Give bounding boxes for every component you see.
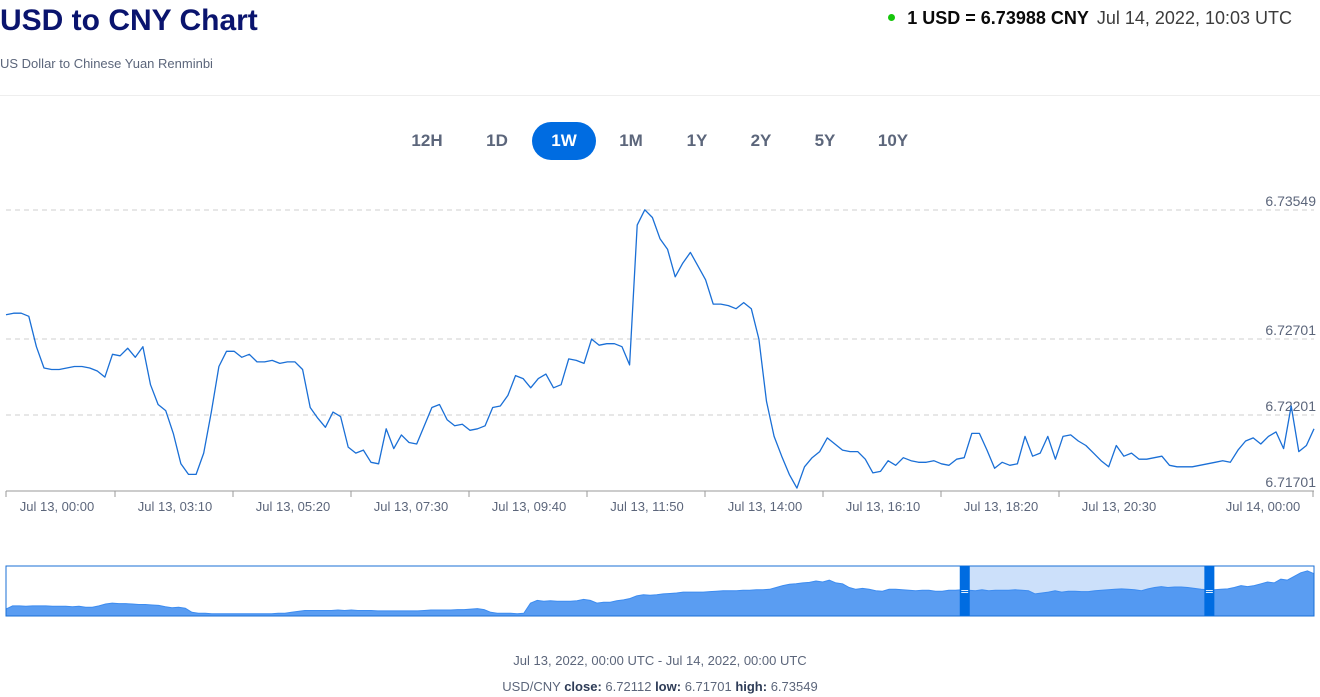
tab-2y[interactable]: 2Y: [750, 131, 772, 150]
x-tick-label: Jul 13, 16:10: [846, 499, 920, 514]
navigator-selection: [964, 566, 1210, 616]
close-value: 6.72112: [605, 679, 652, 694]
navigator-left-handle[interactable]: [959, 566, 970, 616]
navigator-right-handle[interactable]: [1204, 566, 1215, 616]
live-rate: 1 USD = 6.73988 CNY Jul 14, 2022, 10:03 U…: [888, 8, 1292, 29]
close-label: close:: [564, 679, 602, 694]
rate-series-line: [5, 209, 1315, 489]
live-status-dot: [888, 13, 896, 21]
tab-10y[interactable]: 10Y: [877, 131, 909, 150]
x-tick-label: Jul 13, 14:00: [728, 499, 802, 514]
rate-timestamp: Jul 14, 2022, 10:03 UTC: [1096, 8, 1292, 28]
page-subtitle: US Dollar to Chinese Yuan Renminbi: [0, 56, 213, 71]
tab-1w[interactable]: 1W: [532, 122, 596, 160]
x-tick-label: Jul 13, 07:30: [374, 499, 448, 514]
pair-label: USD/CNY: [502, 679, 561, 694]
navigator-frame: [5, 565, 1315, 617]
summary-stats: USD/CNY close: 6.72112 low: 6.71701 high…: [0, 679, 1320, 694]
timeframe-tabs: 12H 1D 1W 1M 1Y 2Y 5Y 10Y: [0, 122, 1320, 160]
x-tick-label: Jul 13, 09:40: [492, 499, 566, 514]
high-value: 6.73549: [770, 679, 818, 694]
x-tick-label: Jul 13, 20:30: [1082, 499, 1156, 514]
low-value: 6.71701: [684, 679, 732, 694]
handle-grip-icon: =: [1205, 585, 1214, 598]
tab-1d[interactable]: 1D: [486, 131, 508, 150]
rate-value: 1 USD = 6.73988 CNY: [907, 8, 1089, 28]
header-divider: [0, 95, 1320, 96]
low-label: low:: [655, 679, 682, 694]
navigator-area: [5, 570, 1315, 617]
selected-date-range: Jul 13, 2022, 00:00 UTC - Jul 14, 2022, …: [513, 653, 807, 668]
tab-12h[interactable]: 12H: [411, 131, 443, 150]
x-tick-label: Jul 13, 05:20: [256, 499, 330, 514]
tab-5y[interactable]: 5Y: [814, 131, 836, 150]
page-title: USD to CNY Chart: [0, 4, 258, 37]
y-tick-label: 6.71701: [1265, 474, 1316, 490]
x-tick-label: Jul 13, 18:20: [964, 499, 1038, 514]
tab-1y[interactable]: 1Y: [686, 131, 708, 150]
y-tick-label: 6.72701: [1265, 322, 1316, 338]
x-tick-label: Jul 13, 03:10: [138, 499, 212, 514]
x-tick-label: Jul 13, 00:00: [20, 499, 94, 514]
y-tick-label: 6.73549: [1265, 193, 1316, 209]
x-tick-label: Jul 14, 00:00: [1226, 499, 1300, 514]
tab-1m[interactable]: 1M: [619, 131, 643, 150]
handle-grip-icon: =: [960, 585, 969, 598]
high-label: high:: [735, 679, 768, 694]
x-tick-label: Jul 13, 11:50: [610, 499, 683, 514]
